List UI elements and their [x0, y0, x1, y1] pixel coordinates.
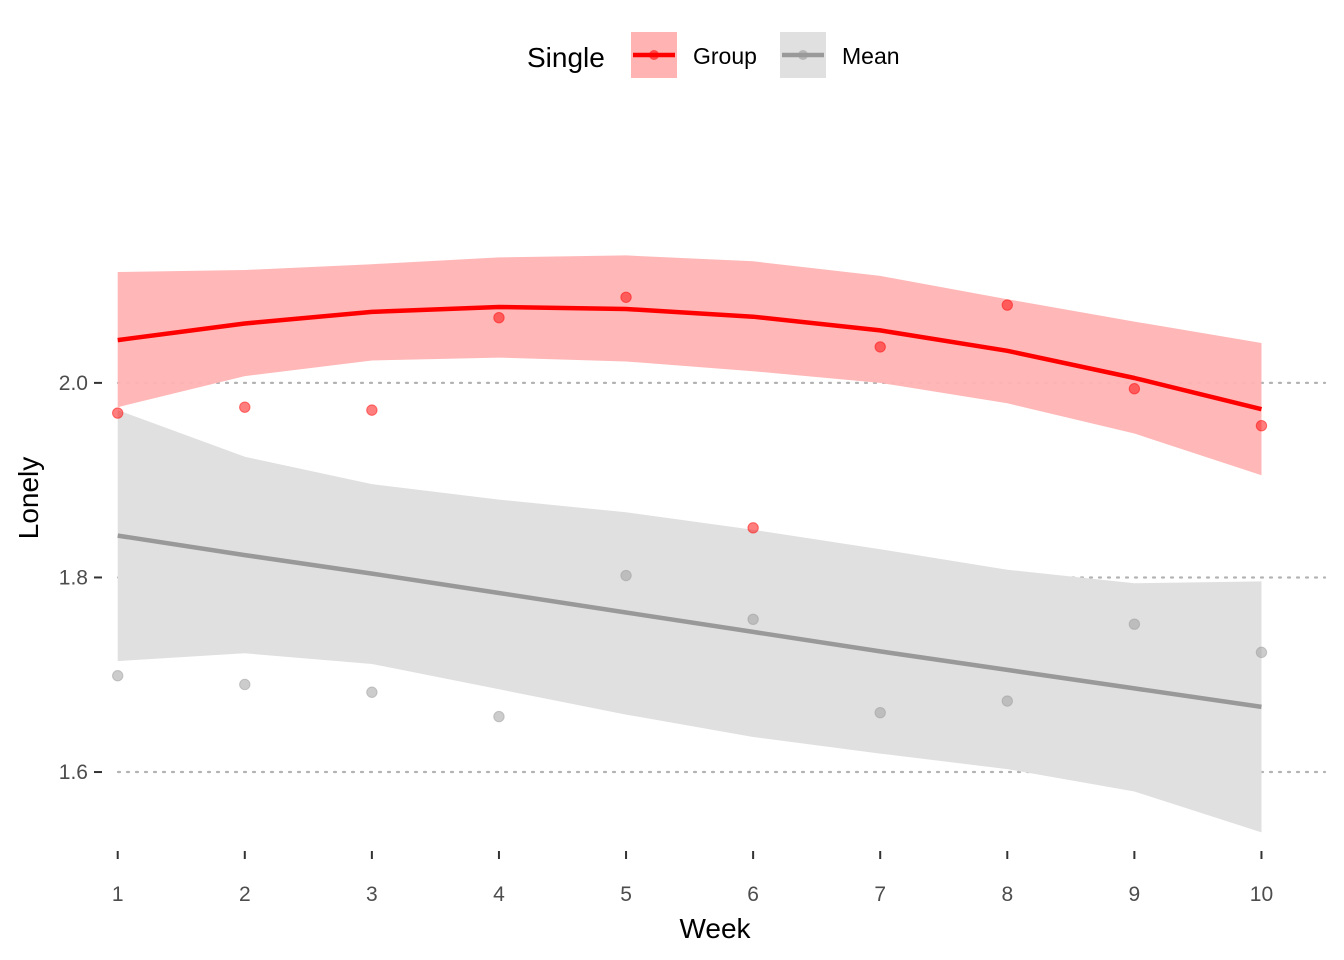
mean-data-point: [874, 706, 886, 719]
mean-data-point: [1255, 646, 1268, 659]
x-tick-label: 5: [620, 883, 632, 906]
mean-data-point: [366, 686, 378, 698]
legend-item-group: Group: [631, 32, 757, 78]
legend-dot-mean: [798, 50, 808, 60]
mean-fit-line: [117, 533, 1262, 710]
mean-data-point: [620, 569, 632, 582]
legend-label-mean: Mean: [842, 43, 900, 69]
data-points: [112, 291, 1268, 723]
x-tick-label: 4: [493, 883, 505, 906]
group-data-point: [620, 291, 632, 303]
mean-data-point: [112, 670, 124, 682]
legend-label-group: Group: [693, 43, 757, 69]
group-data-point: [239, 401, 251, 413]
fit-lines: [117, 304, 1263, 710]
group-data-point: [1255, 419, 1268, 432]
x-tick-label: 9: [1129, 883, 1141, 906]
confidence-bands: [117, 255, 1262, 833]
group-data-point: [1001, 299, 1013, 311]
x-tick-label: 7: [874, 883, 886, 906]
x-tick-label: 3: [366, 883, 378, 906]
x-tick-label: 10: [1250, 883, 1273, 906]
x-tick-label: 8: [1001, 883, 1013, 906]
group-data-point: [493, 312, 505, 324]
x-tick-label: 2: [239, 883, 251, 906]
mean-data-point: [1001, 695, 1013, 707]
x-axis-title: Week: [679, 913, 751, 944]
group-data-point: [366, 404, 378, 416]
group-data-point: [874, 341, 886, 353]
x-axis: 1 2 3 4 5 6 7 8 9 10: [112, 851, 1273, 906]
mean-data-point: [1128, 618, 1141, 630]
y-tick-label: 1.6: [59, 761, 88, 784]
group-fit-line: [117, 304, 1263, 412]
group-data-point: [1128, 383, 1141, 395]
y-axis-title: Lonely: [13, 457, 44, 540]
group-confidence-band: [117, 255, 1262, 476]
y-axis: 1.6 1.8 2.0: [59, 372, 102, 784]
group-data-point: [747, 522, 759, 534]
y-tick-label: 1.8: [59, 566, 88, 589]
x-tick-label: 1: [112, 883, 124, 906]
mean-data-point: [239, 678, 251, 691]
mean-data-point: [747, 613, 759, 625]
legend-dot-group: [649, 50, 659, 60]
mean-data-point: [493, 710, 505, 723]
legend: Single Group Mean: [527, 32, 900, 78]
x-tick-label: 6: [747, 883, 759, 906]
legend-title: Single: [527, 42, 605, 73]
legend-item-mean: Mean: [780, 32, 900, 78]
y-tick-label: 2.0: [59, 372, 88, 395]
group-data-point: [112, 407, 124, 419]
